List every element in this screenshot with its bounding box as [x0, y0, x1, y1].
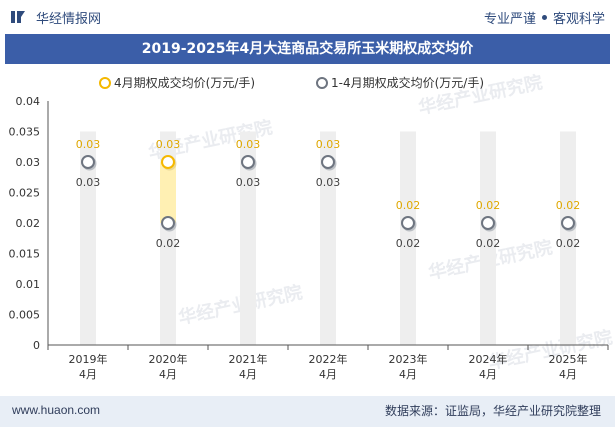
x-tick-label: 2025年 — [549, 352, 588, 366]
brand-name: 华经情报网 — [36, 12, 102, 27]
april-data-label: 0.02 — [556, 199, 581, 212]
cumulative-data-label: 0.02 — [156, 237, 181, 250]
y-tick-label: 0.01 — [16, 278, 41, 291]
x-tick-label: 4月 — [159, 368, 177, 381]
x-tick-label: 4月 — [399, 368, 417, 381]
title-bar: 2019-2025年4月大连商品交易所玉米期权成交均价 — [5, 34, 610, 64]
x-tick-label: 4月 — [559, 368, 577, 381]
x-tick-label: 4月 — [479, 368, 497, 381]
x-tick-label: 2024年 — [469, 352, 508, 366]
category-band — [320, 131, 336, 345]
cumulative-point — [241, 155, 255, 169]
legend-cumulative-label: 1-4月期权成交均价(万元/手) — [331, 75, 484, 90]
april-data-label: 0.02 — [396, 199, 421, 212]
logo-icon — [11, 11, 25, 23]
cumulative-data-label: 0.03 — [316, 176, 341, 189]
tagline-dot-icon — [541, 15, 547, 20]
y-tick-label: 0.015 — [9, 248, 41, 261]
cumulative-data-label: 0.02 — [396, 237, 421, 250]
x-tick-label: 4月 — [239, 368, 257, 381]
top-bar: 华经情报网 专业严谨 客观科学 — [0, 0, 615, 34]
y-tick-label: 0.04 — [16, 95, 41, 108]
legend-april-label: 4月期权成交均价(万元/手) — [114, 75, 255, 90]
x-tick-label: 2021年 — [229, 352, 268, 366]
x-tick-label: 2020年 — [149, 352, 188, 366]
y-tick-label: 0.02 — [16, 217, 41, 230]
x-tick-label: 4月 — [79, 368, 97, 381]
y-tick-label: 0.025 — [9, 187, 41, 200]
chart-area: 华经产业研究院华经产业研究院华经产业研究院华经产业研究院华经产业研究院00.00… — [0, 64, 615, 394]
x-tick-label: 2019年 — [69, 352, 108, 366]
april-data-label: 0.02 — [476, 199, 501, 212]
category-band — [400, 131, 416, 345]
cumulative-data-label: 0.02 — [556, 237, 581, 250]
watermark-text: 华经产业研究院 — [486, 326, 614, 374]
x-tick-label: 2022年 — [309, 352, 348, 366]
cumulative-data-label: 0.02 — [476, 237, 501, 250]
cumulative-point — [561, 216, 575, 230]
category-band — [560, 131, 576, 345]
footer: www.huaon.com 数据来源：证监局，华经产业研究院整理 — [0, 396, 615, 427]
april-point — [161, 155, 175, 169]
tagline-left: 专业严谨 — [483, 12, 536, 27]
april-data-label: 0.03 — [156, 138, 181, 151]
y-tick-label: 0 — [33, 339, 40, 352]
april-data-label: 0.03 — [236, 138, 261, 151]
chart-title: 2019-2025年4月大连商品交易所玉米期权成交均价 — [141, 41, 474, 57]
cumulative-point — [481, 216, 495, 230]
x-tick-label: 4月 — [319, 368, 337, 381]
category-band — [80, 131, 96, 345]
cumulative-point — [161, 216, 175, 230]
category-band — [240, 131, 256, 345]
chart-svg: 华经产业研究院华经产业研究院华经产业研究院华经产业研究院华经产业研究院00.00… — [9, 71, 615, 381]
april-data-label: 0.03 — [76, 138, 101, 151]
tagline: 专业严谨 客观科学 — [484, 8, 605, 27]
legend-april-marker — [99, 77, 111, 89]
y-tick-label: 0.005 — [9, 309, 41, 322]
cumulative-data-label: 0.03 — [76, 176, 101, 189]
april-data-label: 0.03 — [316, 138, 341, 151]
cumulative-data-label: 0.03 — [236, 176, 261, 189]
x-tick-label: 2023年 — [389, 352, 428, 366]
tagline-right: 客观科学 — [552, 12, 605, 27]
y-tick-label: 0.035 — [9, 126, 41, 139]
cumulative-point — [401, 216, 415, 230]
footer-source: 数据来源：证监局，华经产业研究院整理 — [384, 404, 601, 418]
y-tick-label: 0.03 — [16, 156, 41, 169]
legend-cumulative-marker — [316, 77, 328, 89]
category-band — [480, 131, 496, 345]
cumulative-point — [81, 155, 95, 169]
cumulative-point — [321, 155, 335, 169]
difference-band — [160, 162, 176, 223]
footer-url: www.huaon.com — [12, 403, 101, 417]
